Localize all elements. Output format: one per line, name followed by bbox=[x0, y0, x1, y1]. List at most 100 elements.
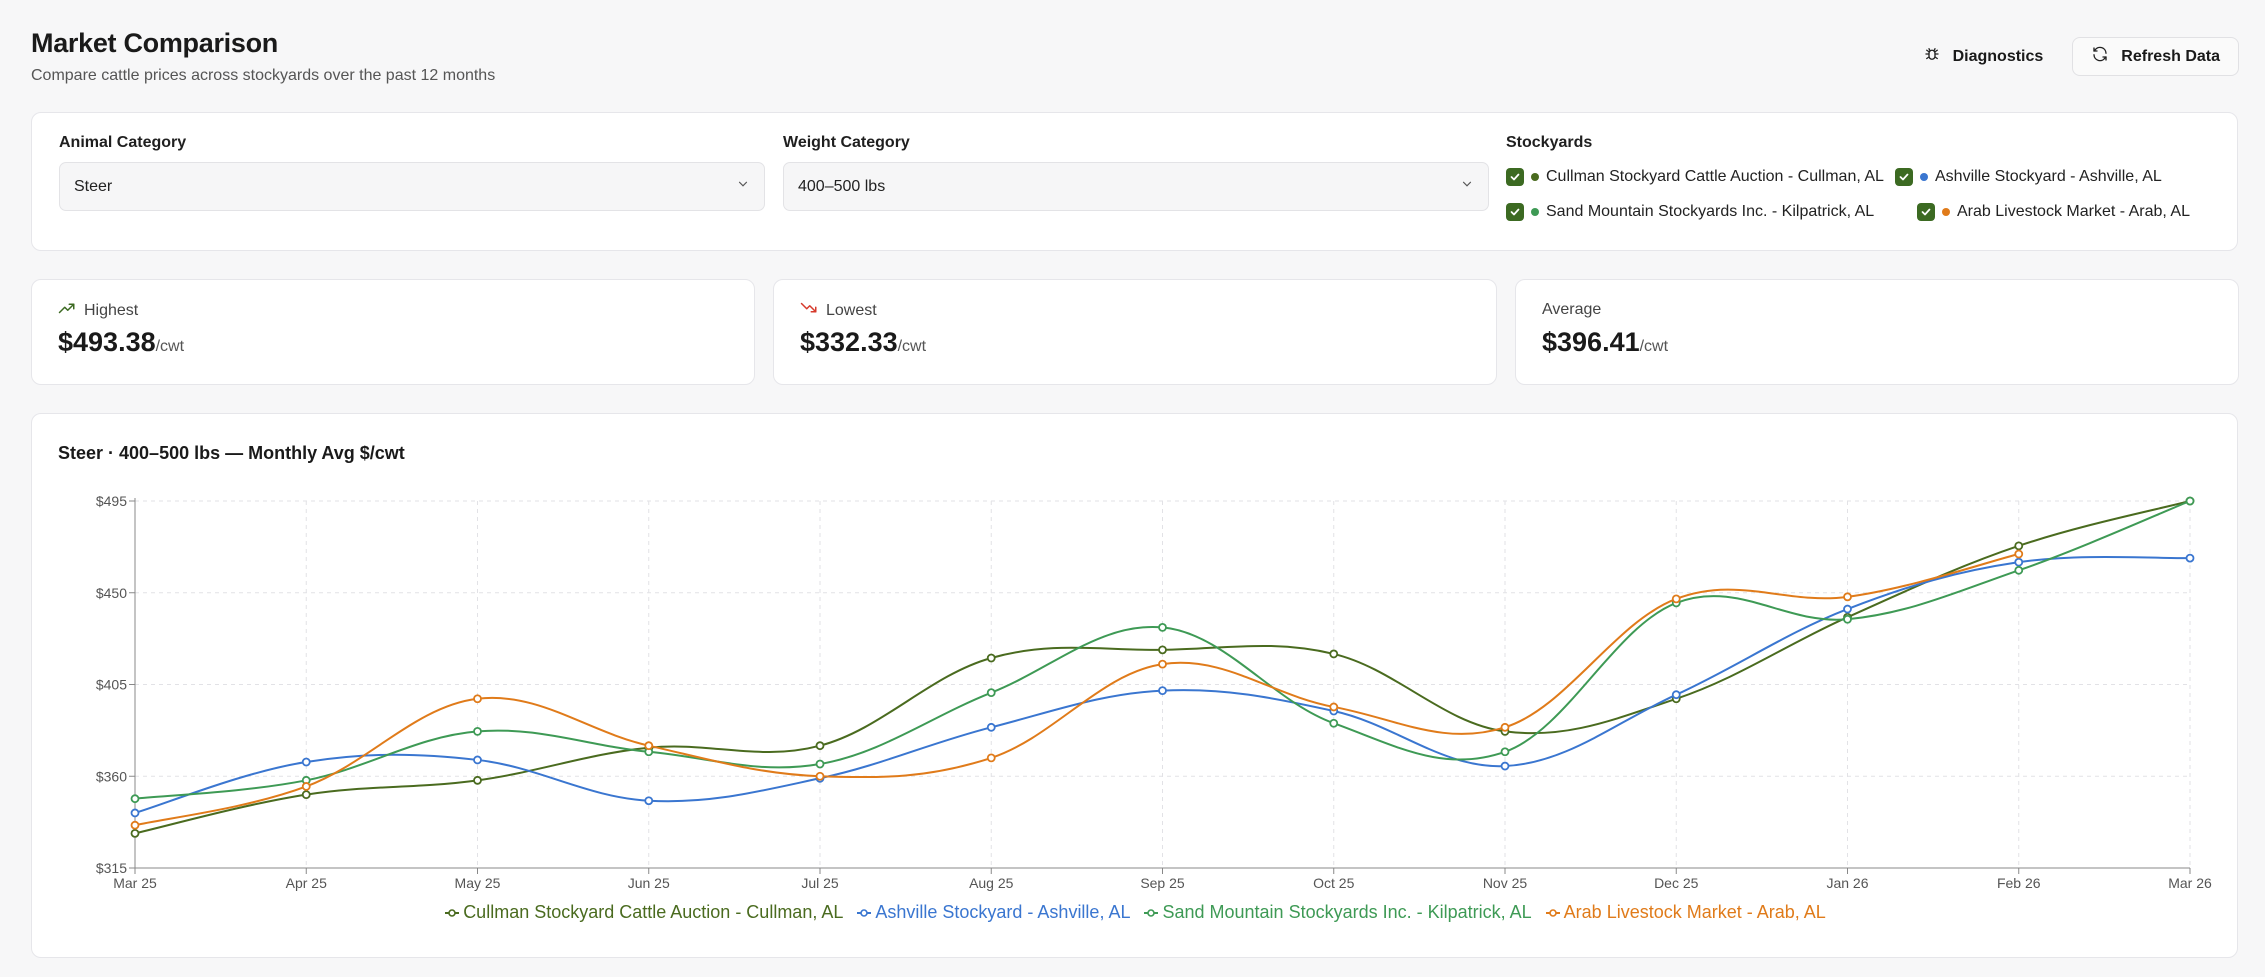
page-header: Market Comparison Compare cattle prices … bbox=[31, 28, 495, 85]
legend-label: Ashville Stockyard - Ashville, AL bbox=[875, 902, 1131, 922]
data-point-1 bbox=[1843, 604, 1852, 614]
series-color-dot bbox=[1531, 173, 1539, 181]
legend-label: Cullman Stockyard Cattle Auction - Cullm… bbox=[463, 902, 844, 922]
diagnostics-button[interactable]: Diagnostics bbox=[1904, 37, 2063, 76]
checkbox-checked[interactable] bbox=[1506, 203, 1524, 221]
data-point-0 bbox=[130, 828, 140, 838]
x-tick-label: Sep 25 bbox=[1140, 875, 1185, 891]
stat-label: Highest bbox=[58, 301, 138, 320]
data-point-0 bbox=[815, 741, 825, 751]
legend-line-icon bbox=[1144, 908, 1159, 917]
data-point-3 bbox=[1500, 722, 1510, 732]
legend-item[interactable]: Sand Mountain Stockyards Inc. - Kilpatri… bbox=[1144, 902, 1532, 923]
unit-label: /cwt bbox=[897, 338, 927, 355]
chevron-down-icon bbox=[1460, 177, 1474, 196]
x-tick-label: Jul 25 bbox=[801, 875, 839, 891]
data-point-3 bbox=[815, 771, 825, 781]
checkbox-checked[interactable] bbox=[1917, 203, 1935, 221]
average-value: $396.41 bbox=[1542, 327, 1640, 357]
chart-card: Steer · 400–500 lbs — Monthly Avg $/cwt … bbox=[31, 413, 2238, 958]
data-point-2 bbox=[1500, 747, 1510, 757]
data-point-3 bbox=[301, 782, 311, 791]
stat-label: Lowest bbox=[800, 301, 877, 320]
data-point-2 bbox=[1158, 623, 1167, 632]
data-point-1 bbox=[986, 722, 996, 732]
page-title: Market Comparison bbox=[31, 28, 278, 58]
data-point-0 bbox=[2014, 541, 2024, 551]
y-tick-label: $450 bbox=[96, 585, 127, 601]
legend-label: Sand Mountain Stockyards Inc. - Kilpatri… bbox=[1162, 902, 1532, 922]
chart-legend: Cullman Stockyard Cattle Auction - Cullm… bbox=[32, 902, 2239, 923]
stockyard-name: Cullman Stockyard Cattle Auction - Cullm… bbox=[1546, 168, 1884, 185]
data-point-3 bbox=[130, 820, 140, 830]
x-tick-label: Aug 25 bbox=[969, 875, 1014, 891]
legend-item[interactable]: Arab Livestock Market - Arab, AL bbox=[1545, 902, 1826, 923]
stockyard-option-ashville[interactable]: Ashville Stockyard - Ashville, AL bbox=[1895, 168, 2162, 186]
data-point-3 bbox=[1671, 594, 1681, 604]
stat-value: $396.41/cwt bbox=[1542, 327, 1668, 358]
checkbox-checked[interactable] bbox=[1506, 168, 1524, 186]
data-point-3 bbox=[2014, 549, 2024, 559]
lowest-value: $332.33 bbox=[800, 327, 898, 357]
unit-label: /cwt bbox=[155, 338, 185, 355]
header-actions: Diagnostics Refresh Data bbox=[1904, 37, 2239, 76]
x-tick-label: Feb 26 bbox=[1997, 875, 2041, 891]
bug-icon bbox=[1923, 45, 1941, 68]
data-point-3 bbox=[1158, 659, 1167, 669]
stat-card-lowest: Lowest $332.33/cwt bbox=[773, 279, 1497, 385]
data-point-2 bbox=[1329, 718, 1339, 728]
x-tick-label: Jan 26 bbox=[1826, 875, 1868, 891]
data-point-0 bbox=[986, 653, 996, 663]
y-tick-label: $405 bbox=[96, 677, 127, 693]
y-tick-label: $360 bbox=[96, 768, 127, 784]
data-point-1 bbox=[644, 796, 654, 806]
animal-category-value: Steer bbox=[74, 177, 113, 195]
stockyard-name: Ashville Stockyard - Ashville, AL bbox=[1935, 168, 2162, 185]
data-point-3 bbox=[1843, 592, 1852, 602]
stockyard-option-sand-mountain[interactable]: Sand Mountain Stockyards Inc. - Kilpatri… bbox=[1506, 203, 1874, 221]
refresh-label: Refresh Data bbox=[2121, 47, 2220, 65]
x-tick-label: May 25 bbox=[455, 875, 501, 891]
series-color-dot bbox=[1920, 173, 1928, 181]
data-point-2 bbox=[473, 726, 482, 736]
weight-category-label: Weight Category bbox=[783, 134, 910, 151]
data-point-2 bbox=[986, 688, 996, 698]
refresh-data-button[interactable]: Refresh Data bbox=[2072, 37, 2239, 76]
data-point-1 bbox=[1158, 686, 1167, 696]
data-point-2 bbox=[1843, 614, 1852, 624]
data-point-1 bbox=[1671, 690, 1681, 700]
price-line-chart: $315 $360 $405 $450 $495 Mar 25 Apr 25 May 25 Ju… bbox=[96, 493, 2212, 891]
legend-line-icon bbox=[1545, 908, 1560, 917]
legend-item[interactable]: Cullman Stockyard Cattle Auction - Cullm… bbox=[445, 902, 843, 923]
lowest-label: Lowest bbox=[826, 301, 877, 319]
stockyard-option-cullman[interactable]: Cullman Stockyard Cattle Auction - Cullm… bbox=[1506, 168, 1884, 186]
refresh-icon bbox=[2091, 45, 2109, 68]
x-tick-label: Apr 25 bbox=[286, 875, 327, 891]
checkbox-checked[interactable] bbox=[1895, 168, 1913, 186]
x-tick-label: Oct 25 bbox=[1313, 875, 1354, 891]
chart-title: Steer · 400–500 lbs — Monthly Avg $/cwt bbox=[58, 443, 405, 463]
legend-item[interactable]: Ashville Stockyard - Ashville, AL bbox=[857, 902, 1130, 923]
trending-down-icon bbox=[800, 301, 818, 320]
y-tick-label: $315 bbox=[96, 860, 127, 876]
stockyard-option-arab[interactable]: Arab Livestock Market - Arab, AL bbox=[1917, 203, 2190, 221]
stat-card-highest: Highest $493.38/cwt bbox=[31, 279, 755, 385]
x-tick-label: Mar 26 bbox=[2168, 875, 2212, 891]
legend-line-icon bbox=[857, 908, 872, 917]
series-line-3 bbox=[134, 553, 2019, 827]
animal-category-select[interactable]: Steer bbox=[59, 162, 765, 211]
data-point-1 bbox=[301, 757, 311, 767]
trending-up-icon bbox=[58, 301, 76, 320]
average-label: Average bbox=[1542, 301, 1602, 318]
y-tick-label: $495 bbox=[96, 493, 127, 509]
stat-card-average: Average $396.41/cwt bbox=[1515, 279, 2239, 385]
animal-category-label: Animal Category bbox=[59, 134, 187, 151]
weight-category-select[interactable]: 400–500 lbs bbox=[783, 162, 1489, 211]
highest-label: Highest bbox=[84, 301, 139, 319]
legend-label: Arab Livestock Market - Arab, AL bbox=[1563, 902, 1826, 922]
data-point-1 bbox=[1500, 761, 1510, 771]
unit-label: /cwt bbox=[1639, 338, 1669, 355]
stat-value: $493.38/cwt bbox=[58, 327, 184, 358]
data-point-2 bbox=[815, 759, 825, 769]
data-point-3 bbox=[644, 741, 654, 751]
